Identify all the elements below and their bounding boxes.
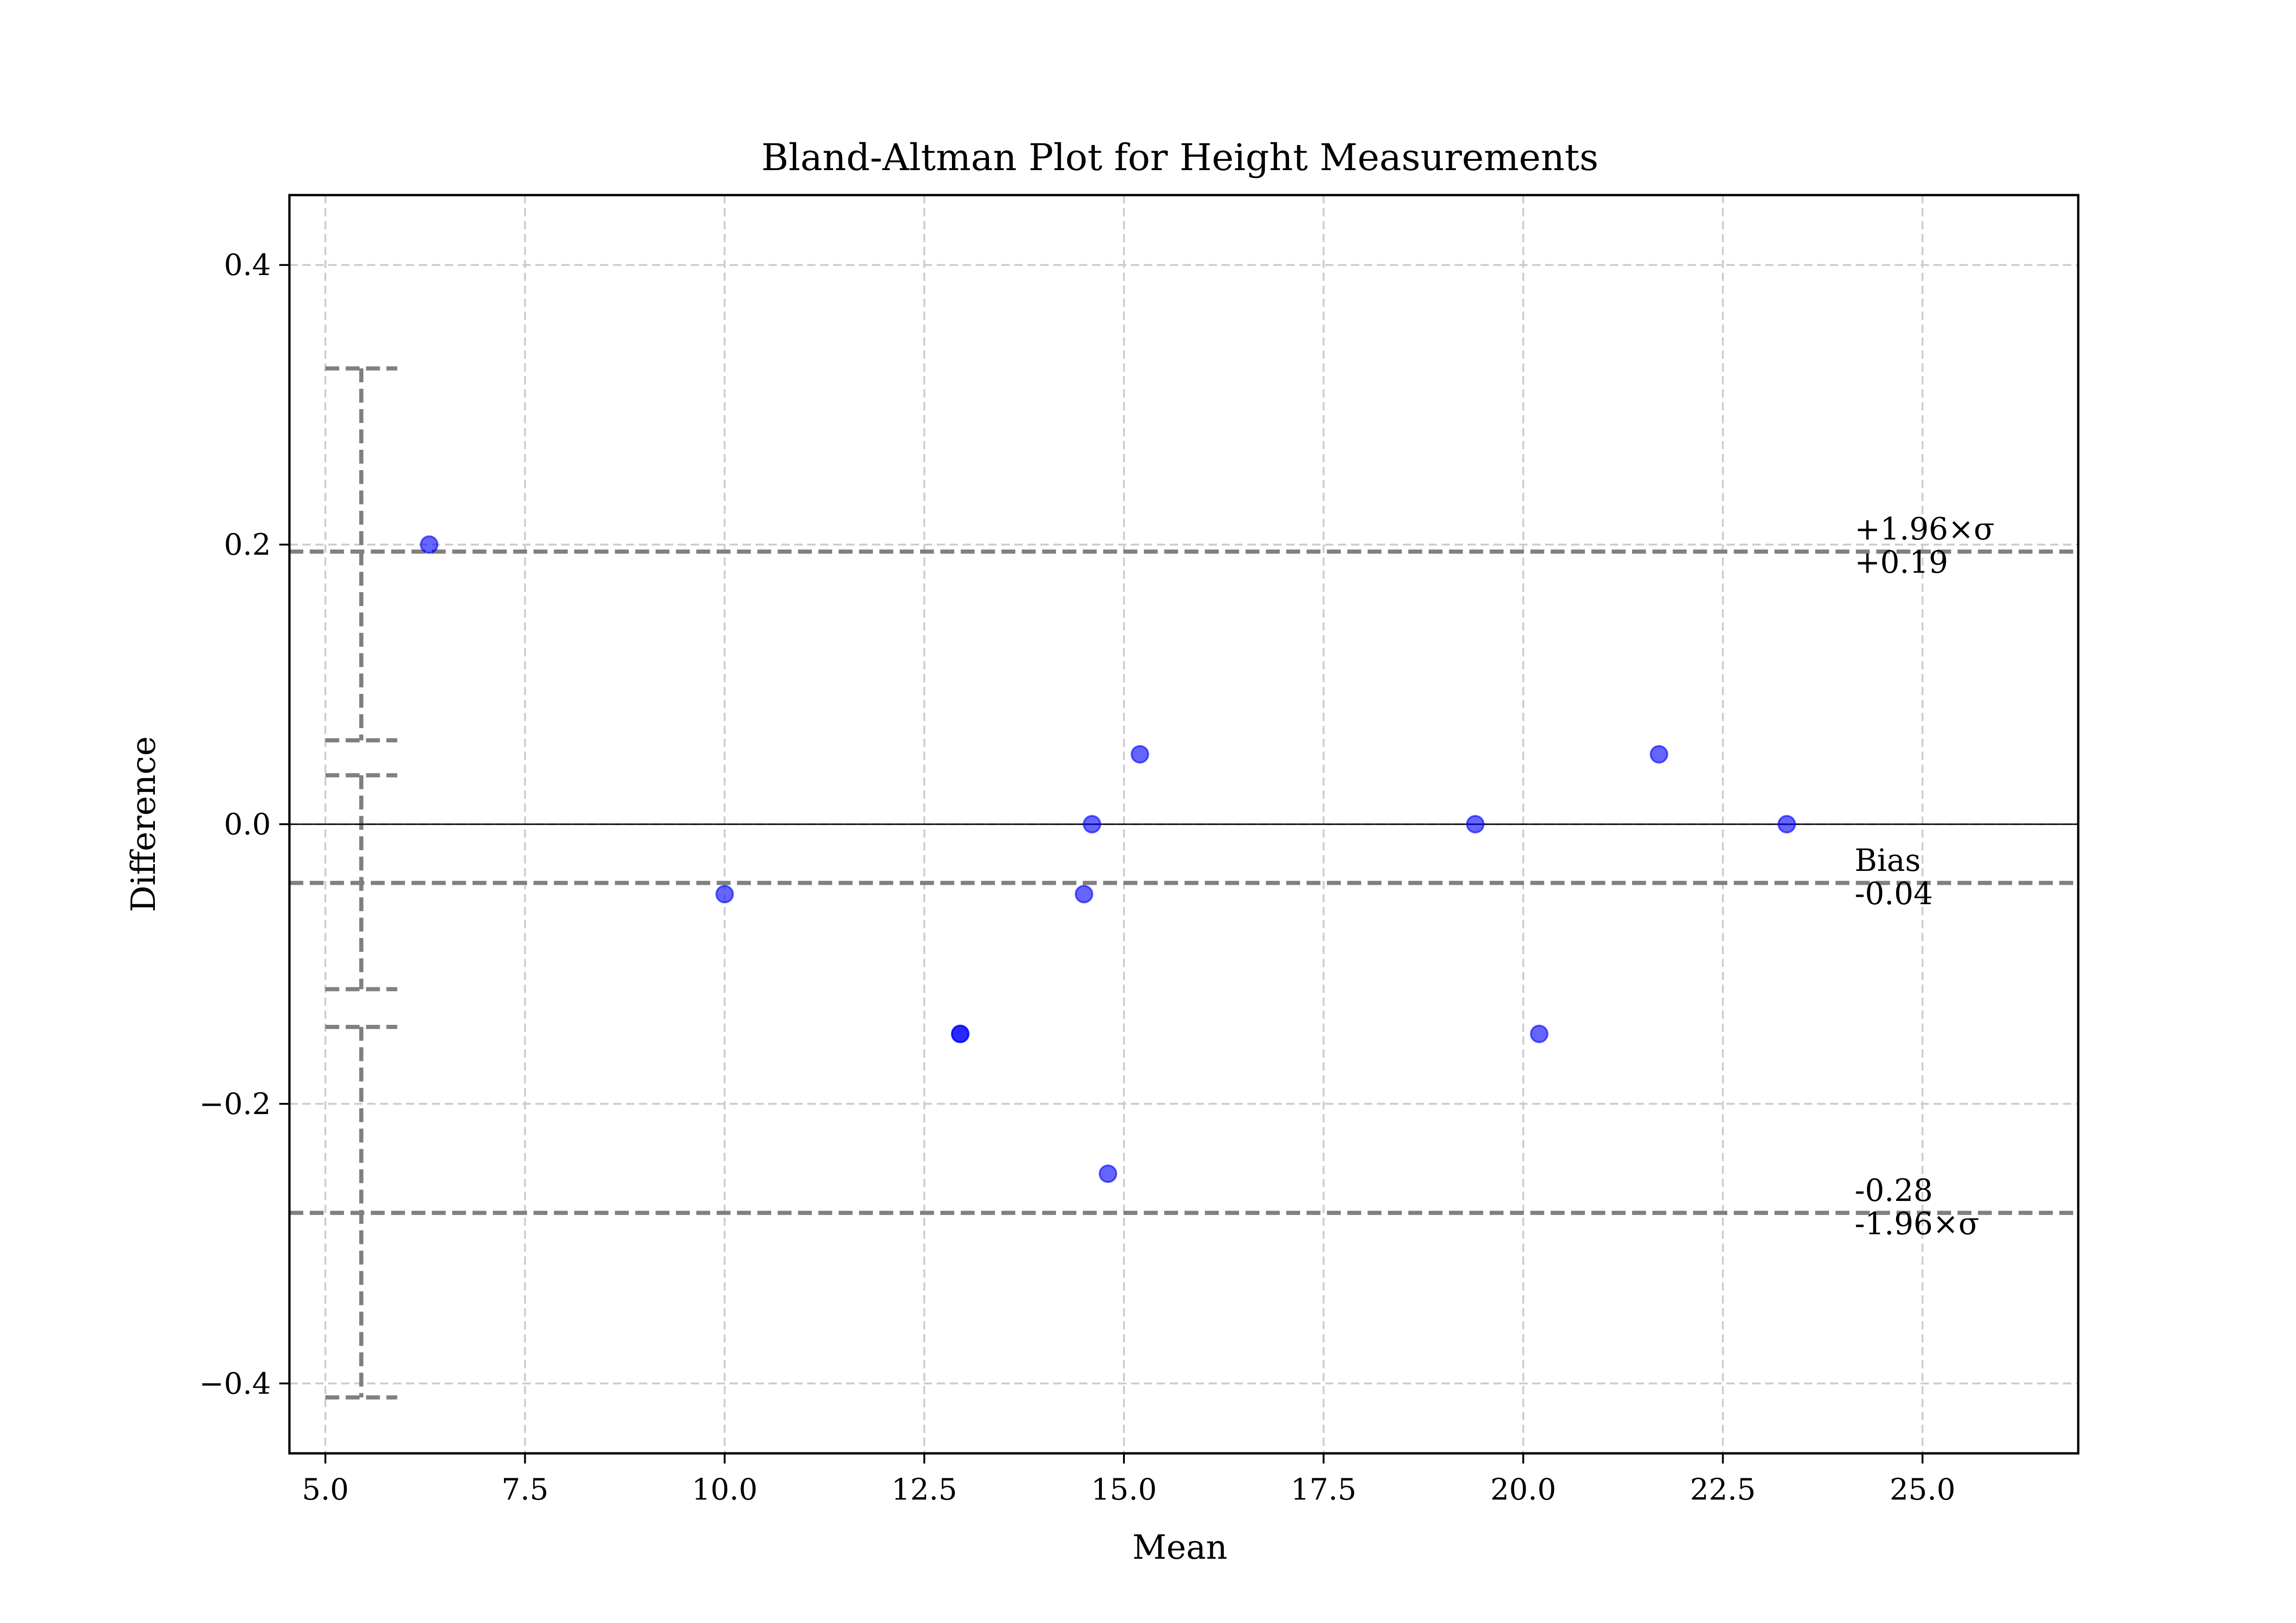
- reference-label-top: -0.28: [1854, 1173, 1933, 1208]
- x-tick-label: 15.0: [1091, 1473, 1157, 1507]
- data-point: [951, 1024, 970, 1043]
- chart-title: Bland-Altman Plot for Height Measurement…: [761, 136, 1599, 179]
- data-point: [1099, 1164, 1117, 1183]
- x-tick-label: 7.5: [502, 1473, 549, 1507]
- axis-ticks: 5.0 7.5 10.0 12.5 15.0 17.5 20.0 22.5 25.0 −0.4 −0…: [199, 248, 1956, 1507]
- reference-label-bottom: +0.19: [1854, 545, 1948, 580]
- reference-label-bottom: -1.96×σ: [1854, 1206, 1979, 1242]
- y-tick-label: 0.0: [224, 808, 271, 842]
- reference-label-bottom: -0.04: [1854, 876, 1933, 912]
- x-tick-label: 5.0: [302, 1473, 349, 1507]
- data-point: [1650, 745, 1669, 764]
- x-tick-label: 12.5: [891, 1473, 958, 1507]
- x-tick-label: 22.5: [1690, 1473, 1756, 1507]
- data-point: [1530, 1024, 1549, 1043]
- reference-label-top: Bias: [1854, 843, 1921, 878]
- data-points: [420, 535, 1796, 1183]
- x-tick-label: 20.0: [1490, 1473, 1556, 1507]
- reference-lines: +1.96×σ+0.19 Bias-0.04 -0.28-1.96×σ: [289, 511, 2078, 1242]
- y-tick-label: 0.4: [224, 248, 271, 282]
- data-point: [1082, 815, 1101, 833]
- x-axis-label: Mean: [1132, 1528, 1228, 1567]
- x-tick-label: 17.5: [1291, 1473, 1357, 1507]
- data-point: [420, 535, 439, 554]
- x-tick-label: 25.0: [1890, 1473, 1956, 1507]
- reference-label-top: +1.96×σ: [1854, 511, 1995, 547]
- data-point: [1074, 885, 1093, 904]
- data-point: [715, 885, 734, 904]
- y-tick-label: 0.2: [224, 528, 271, 562]
- y-tick-label: −0.2: [199, 1087, 271, 1121]
- plot-frame: [288, 194, 2080, 1455]
- y-tick-label: −0.4: [199, 1367, 271, 1401]
- data-point: [1777, 815, 1796, 833]
- y-axis-label: Difference: [124, 736, 163, 913]
- data-point: [1130, 745, 1149, 764]
- data-point: [1466, 815, 1485, 833]
- x-tick-label: 10.0: [692, 1473, 758, 1507]
